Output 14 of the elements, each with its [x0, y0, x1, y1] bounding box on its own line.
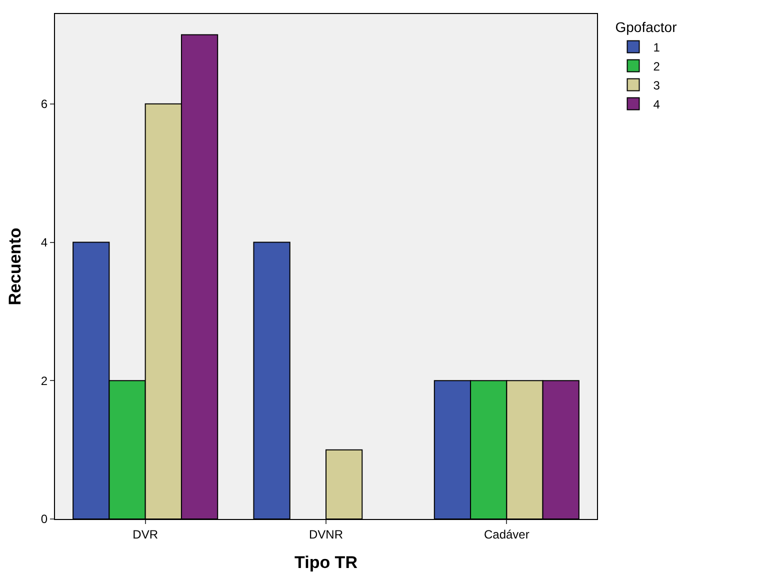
x-axis-title: Tipo TR — [294, 552, 358, 572]
x-tick-label: DVNR — [308, 527, 344, 542]
y-tick-label: 6 — [40, 97, 48, 112]
y-tick-label: 0 — [40, 512, 48, 526]
y-axis-title: Recuento — [5, 228, 24, 306]
legend-label: 3 — [653, 78, 660, 92]
legend-title: Gpofactor — [615, 19, 678, 36]
y-tick-label: 4 — [40, 235, 48, 250]
y-tick-label: 2 — [40, 374, 48, 388]
legend-label: 1 — [653, 40, 660, 54]
x-tick-label: Cadáver — [484, 527, 530, 542]
legend-label: 2 — [653, 59, 660, 74]
legend-label: 4 — [653, 97, 660, 112]
x-tick-label: DVR — [132, 527, 158, 542]
